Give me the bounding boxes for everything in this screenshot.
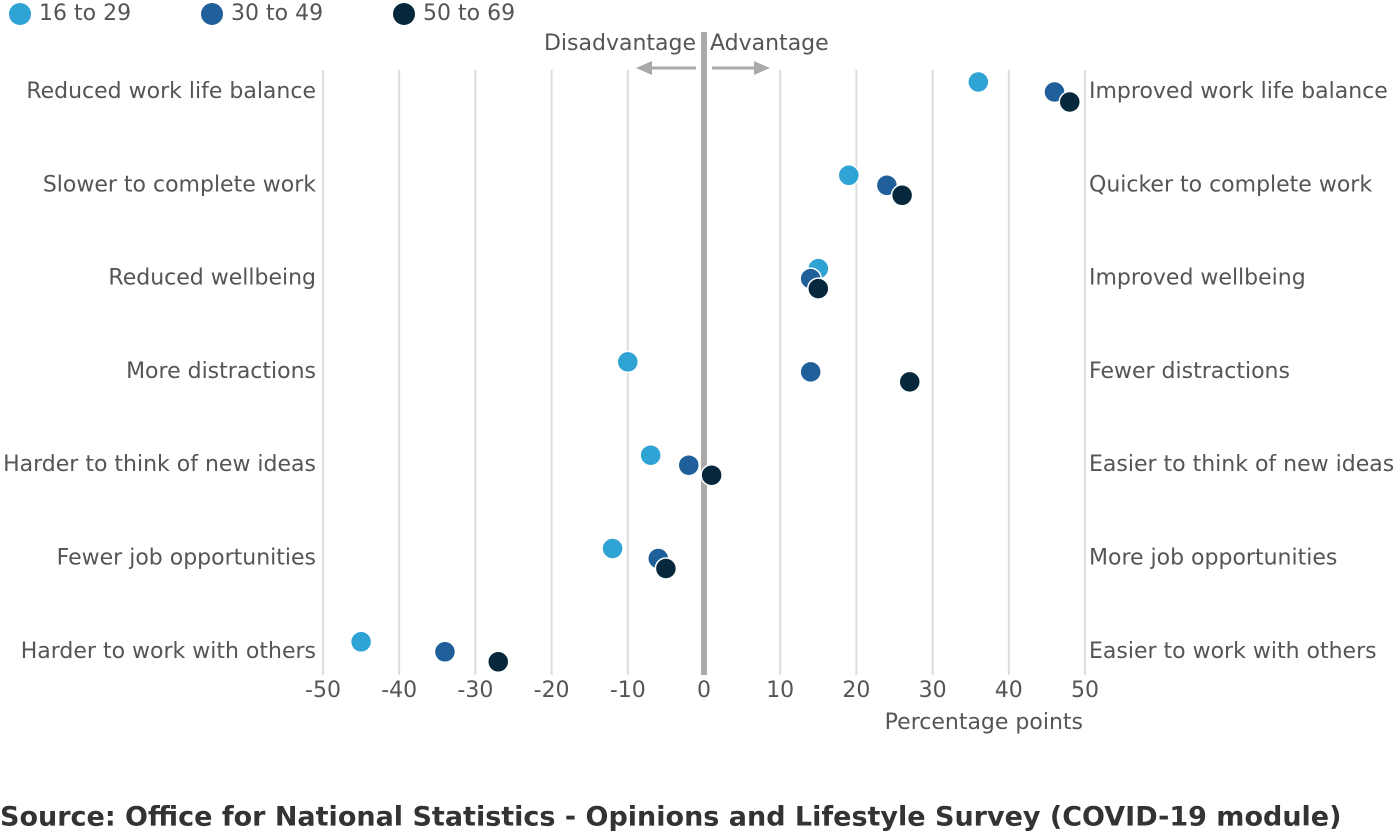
right-category-label: Easier to think of new ideas <box>1089 452 1394 477</box>
left-category-label: Slower to complete work <box>43 172 316 197</box>
x-tick-label: 40 <box>995 678 1023 703</box>
dot <box>890 184 914 207</box>
right-category-label: Improved wellbeing <box>1089 266 1306 291</box>
dot <box>967 70 990 94</box>
left-category-label: Harder to think of new ideas <box>3 452 316 477</box>
left-category-label: More distractions <box>126 359 316 384</box>
legend-label: 16 to 29 <box>39 1 131 26</box>
legend-marker <box>201 3 223 25</box>
dot <box>487 650 510 674</box>
x-tick-label: 50 <box>1071 678 1099 703</box>
left-category-label: Harder to work with others <box>21 639 316 664</box>
dot <box>601 537 624 560</box>
x-tick-label: -30 <box>457 678 493 703</box>
dot <box>654 557 678 580</box>
x-tick-label: -10 <box>610 678 646 703</box>
left-category-label: Reduced wellbeing <box>108 266 316 291</box>
dot <box>349 630 373 654</box>
x-tick-label: 0 <box>697 678 711 703</box>
x-tick-label: -50 <box>305 678 341 703</box>
x-tick-label: -20 <box>534 678 570 703</box>
right-annotation: Advantage <box>710 31 829 56</box>
x-tick-label: 20 <box>842 678 870 703</box>
x-axis-title: Percentage points <box>885 710 1083 735</box>
source: Source: Office for National Statistics -… <box>0 802 1341 833</box>
dot <box>639 443 662 467</box>
dot <box>807 277 830 300</box>
right-category-label: Easier to work with others <box>1089 639 1377 664</box>
dot <box>433 640 457 664</box>
legend-label: 50 to 69 <box>423 1 515 26</box>
left-category-label: Fewer job opportunities <box>57 546 316 571</box>
dot <box>700 463 723 487</box>
legend-label: 30 to 49 <box>231 1 323 26</box>
right-category-label: More job opportunities <box>1089 546 1337 571</box>
right-category-label: Quicker to complete work <box>1089 172 1372 197</box>
right-category-label: Improved work life balance <box>1089 79 1388 104</box>
x-tick-label: 30 <box>919 678 947 703</box>
dot <box>799 360 822 384</box>
x-tick-label: -40 <box>381 678 417 703</box>
dot <box>837 164 861 187</box>
right-category-label: Fewer distractions <box>1089 359 1290 384</box>
x-tick-label: 10 <box>766 678 794 703</box>
left-category-label: Reduced work life balance <box>26 79 316 104</box>
direction-arrows <box>636 61 770 75</box>
dot <box>616 350 640 374</box>
legend-marker <box>9 3 31 25</box>
legend-marker <box>393 3 415 25</box>
left-annotation: Disadvantage <box>544 31 696 56</box>
dot <box>1058 90 1082 114</box>
dot <box>898 370 921 394</box>
dot <box>677 453 701 477</box>
